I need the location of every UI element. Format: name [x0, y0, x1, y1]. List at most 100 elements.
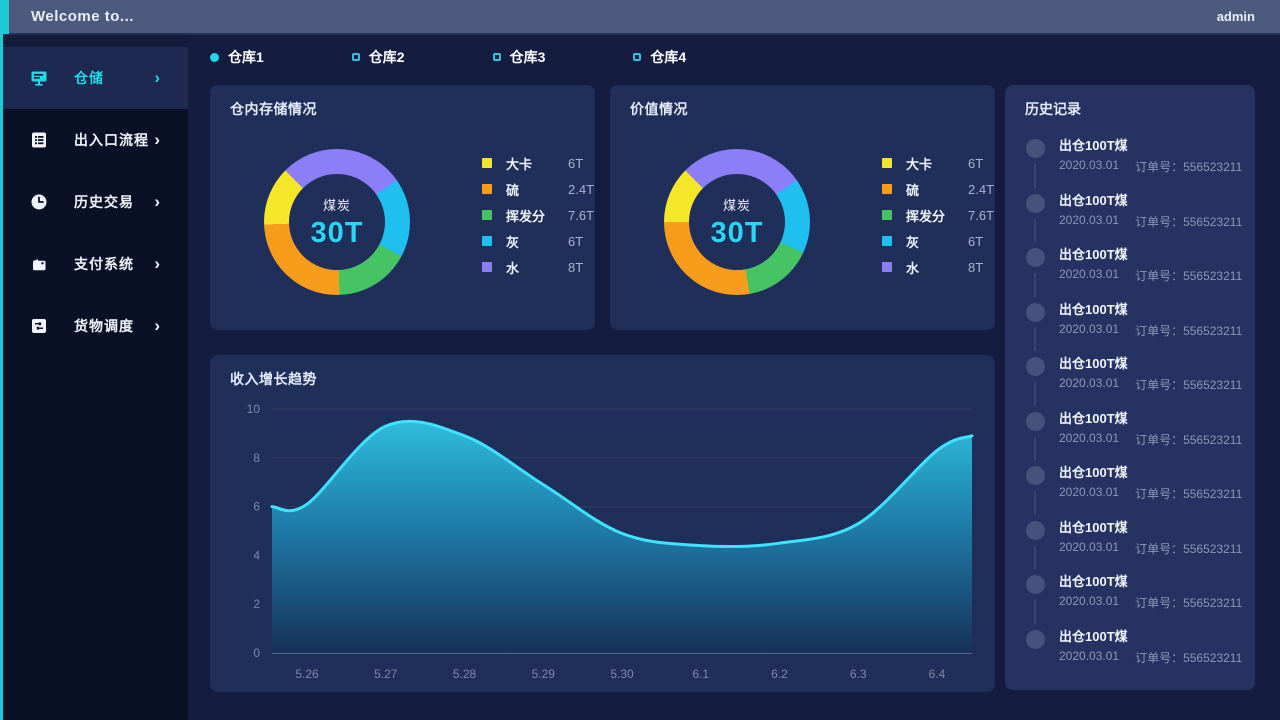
storage-donut-chart: 煤炭 30T — [264, 149, 410, 295]
sidebar-item-label: 历史交易 — [74, 194, 134, 210]
tab-warehouse-4[interactable]: 仓库4 — [633, 47, 686, 67]
timeline-dot-icon — [1025, 139, 1045, 158]
tab-marker-hollow-icon — [492, 53, 501, 61]
value-legend: 大卡 6T 硫 2.4T 挥发分 7.6T 灰 — [882, 155, 994, 276]
chevron-right-icon: › — [154, 254, 160, 273]
donut-center: 煤炭 30T — [689, 174, 785, 270]
timeline-dot-icon — [1025, 466, 1045, 485]
history-entry[interactable]: 出仓100T煤 2020.03.01 订单号：556523211 — [1019, 246, 1244, 301]
legend-row: 硫 2.4T — [482, 181, 594, 198]
value-donut-chart: 煤炭 30T — [664, 149, 810, 295]
legend-row: 大卡 6T — [482, 155, 594, 172]
history-entry-text: 出仓100T煤 2020.03.01 订单号：556523211 — [1059, 246, 1242, 301]
legend-swatch-icon — [482, 210, 492, 220]
chevron-right-icon: › — [154, 316, 160, 335]
legend-swatch-icon — [482, 158, 492, 168]
card-title: 仓内存储情况 — [230, 101, 317, 117]
clock-icon — [30, 193, 48, 211]
timeline-connector — [1034, 327, 1036, 351]
timeline-connector — [1034, 164, 1036, 188]
storage-legend: 大卡 6T 硫 2.4T 挥发分 7.6T 灰 — [482, 155, 594, 276]
chevron-right-icon: › — [154, 192, 160, 211]
history-entry-date: 2020.03.01 — [1059, 430, 1120, 445]
history-entry-meta: 2020.03.01 订单号：556523211 — [1059, 213, 1242, 230]
history-entry[interactable]: 出仓100T煤 2020.03.01 订单号：556523211 — [1019, 355, 1244, 410]
history-entry[interactable]: 出仓100T煤 2020.03.01 订单号：556523211 — [1019, 573, 1244, 628]
history-entry-title: 出仓100T煤 — [1059, 356, 1128, 371]
history-entry-date: 2020.03.01 — [1059, 539, 1120, 554]
timeline-rail — [1019, 246, 1051, 301]
trend-axis-labels: 10 8 6 4 2 0 5.26 5.27 5.28 5.29 5.30 6.1 6.2 6.3 6.4 — [247, 403, 946, 681]
timeline-dot-icon — [1025, 302, 1045, 322]
svg-text:6: 6 — [253, 500, 260, 514]
tab-warehouse-3[interactable]: 仓库3 — [492, 47, 545, 67]
timeline-rail — [1019, 628, 1051, 683]
timeline-rail — [1019, 301, 1051, 356]
history-entry[interactable]: 出仓100T煤 2020.03.01 订单号：556523211 — [1019, 137, 1244, 192]
legend-swatch-icon — [482, 262, 492, 272]
timeline-dot-icon — [1025, 629, 1045, 649]
svg-text:5.26: 5.26 — [295, 667, 319, 681]
history-entry[interactable]: 出仓100T煤 2020.03.01 订单号：556523211 — [1019, 192, 1244, 247]
timeline-rail — [1019, 573, 1051, 628]
history-title: 历史记录 — [1025, 101, 1081, 117]
history-entry[interactable]: 出仓100T煤 2020.03.01 订单号：556523211 — [1019, 464, 1244, 519]
history-entry-meta: 2020.03.01 订单号：556523211 — [1059, 267, 1242, 284]
history-entry-order: 订单号：556523211 — [1135, 323, 1243, 338]
legend-row: 灰 6T — [882, 233, 994, 250]
trend-line — [270, 419, 974, 549]
timeline-connector — [1034, 600, 1036, 624]
history-entry-title: 出仓100T煤 — [1059, 410, 1128, 426]
history-entry-meta: 2020.03.01 订单号：556523211 — [1059, 485, 1242, 502]
sidebar-item-gate-flow[interactable]: 出入口流程 › — [0, 109, 188, 171]
tab-warehouse-2[interactable]: 仓库2 — [351, 47, 405, 67]
timeline-dot-icon — [1025, 520, 1045, 540]
trend-card: 收入增长趋势 10 8 6 4 2 0 5.26 5.27 5.28 5.29 5.30 6.1 6.2… — [210, 355, 995, 692]
history-entry-order: 订单号：556523211 — [1135, 650, 1243, 665]
timeline-connector — [1034, 655, 1036, 679]
tab-marker-filled-icon — [210, 52, 219, 62]
transfer-icon — [30, 317, 48, 335]
card-title: 收入增长趋势 — [230, 371, 317, 387]
top-bar: Welcome to... admin — [0, 0, 1280, 35]
sidebar-item-payment[interactable]: 支付系统 › — [0, 233, 188, 295]
history-entry[interactable]: 出仓100T煤 2020.03.01 订单号：556523211 — [1019, 628, 1244, 683]
history-entry-text: 出仓100T煤 2020.03.01 订单号：556523211 — [1059, 573, 1242, 628]
timeline-dot-icon — [1025, 357, 1045, 376]
sidebar-item-history-trade[interactable]: 历史交易 › — [0, 171, 188, 233]
history-entry-title: 出仓100T煤 — [1059, 301, 1128, 317]
legend-row: 硫 2.4T — [882, 181, 994, 198]
svg-text:6.2: 6.2 — [771, 667, 788, 681]
user-menu[interactable]: admin — [1216, 9, 1255, 24]
history-entry-text: 出仓100T煤 2020.03.01 订单号：556523211 — [1059, 628, 1242, 683]
main-content: 仓库1 仓库2 仓库3 仓库4 仓内存储情况 煤炭 30T — [188, 35, 1280, 720]
tab-warehouse-1[interactable]: 仓库1 — [210, 47, 264, 67]
trend-area-fill — [272, 421, 972, 653]
history-entry-text: 出仓100T煤 2020.03.01 订单号：556523211 — [1059, 137, 1242, 192]
timeline-dot-icon — [1025, 411, 1045, 431]
history-entry-date: 2020.03.01 — [1059, 485, 1120, 499]
bag-icon — [30, 255, 48, 273]
history-entry[interactable]: 出仓100T煤 2020.03.01 订单号：556523211 — [1019, 410, 1244, 465]
history-entry[interactable]: 出仓100T煤 2020.03.01 订单号：556523211 — [1019, 301, 1244, 356]
history-entry-meta: 2020.03.01 订单号：556523211 — [1059, 376, 1242, 393]
history-entry[interactable]: 出仓100T煤 2020.03.01 订单号：556523211 — [1019, 519, 1244, 574]
warehouse-tabs: 仓库1 仓库2 仓库3 仓库4 — [210, 47, 686, 67]
sidebar-top-strip — [0, 35, 188, 47]
sidebar-item-warehouse[interactable]: 仓储 › — [0, 47, 188, 109]
value-card: 价值情况 煤炭 30T 大卡 6T 硫 2.4T — [610, 85, 995, 330]
sidebar-item-dispatch[interactable]: 货物调度 › — [0, 295, 188, 357]
monitor-icon — [30, 69, 48, 87]
legend-swatch-icon — [882, 236, 892, 246]
history-entry-title: 出仓100T煤 — [1059, 192, 1128, 208]
timeline-connector — [1034, 491, 1036, 515]
history-entry-title: 出仓100T煤 — [1059, 138, 1128, 153]
timeline-rail — [1019, 137, 1051, 192]
donut-center: 煤炭 30T — [289, 174, 385, 270]
history-entry-order: 订单号：556523211 — [1135, 160, 1243, 174]
timeline-connector — [1034, 218, 1036, 242]
history-entry-title: 出仓100T煤 — [1059, 465, 1128, 480]
sidebar-item-label: 支付系统 — [74, 256, 134, 272]
sidebar-item-label: 仓储 — [74, 70, 104, 86]
legend-row: 大卡 6T — [882, 155, 994, 172]
